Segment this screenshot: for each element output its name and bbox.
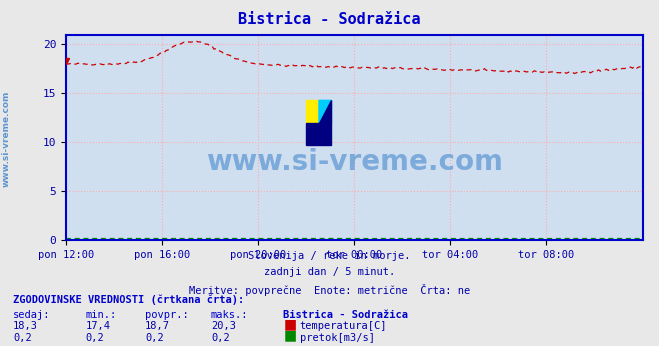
Text: ZGODOVINSKE VREDNOSTI (črtkana črta):: ZGODOVINSKE VREDNOSTI (črtkana črta): (13, 295, 244, 305)
Text: 0,2: 0,2 (145, 333, 163, 343)
Polygon shape (319, 100, 331, 123)
Text: Slovenija / reke in morje.: Slovenija / reke in morje. (248, 251, 411, 261)
Text: min.:: min.: (86, 310, 117, 320)
Text: ■: ■ (283, 329, 297, 343)
Text: Bistrica - Sodražica: Bistrica - Sodražica (283, 310, 409, 320)
Text: 18,3: 18,3 (13, 321, 38, 331)
Text: povpr.:: povpr.: (145, 310, 188, 320)
Polygon shape (319, 100, 331, 123)
Bar (306, 100, 319, 123)
Text: temperatura[C]: temperatura[C] (300, 321, 387, 331)
Bar (306, 123, 331, 145)
Text: sedaj:: sedaj: (13, 310, 51, 320)
Text: www.si-vreme.com: www.si-vreme.com (206, 148, 503, 176)
Text: 0,2: 0,2 (86, 333, 104, 343)
Text: www.si-vreme.com: www.si-vreme.com (2, 90, 11, 186)
Text: pretok[m3/s]: pretok[m3/s] (300, 333, 375, 343)
Text: 20,3: 20,3 (211, 321, 236, 331)
Text: zadnji dan / 5 minut.: zadnji dan / 5 minut. (264, 267, 395, 277)
Text: Bistrica - Sodražica: Bistrica - Sodražica (239, 12, 420, 27)
Polygon shape (319, 100, 331, 123)
Text: maks.:: maks.: (211, 310, 248, 320)
Text: 0,2: 0,2 (13, 333, 32, 343)
Text: 0,2: 0,2 (211, 333, 229, 343)
Text: 18,7: 18,7 (145, 321, 170, 331)
Text: 17,4: 17,4 (86, 321, 111, 331)
Text: Meritve: povprečne  Enote: metrične  Črta: ne: Meritve: povprečne Enote: metrične Črta:… (189, 284, 470, 296)
Text: ■: ■ (283, 318, 297, 331)
